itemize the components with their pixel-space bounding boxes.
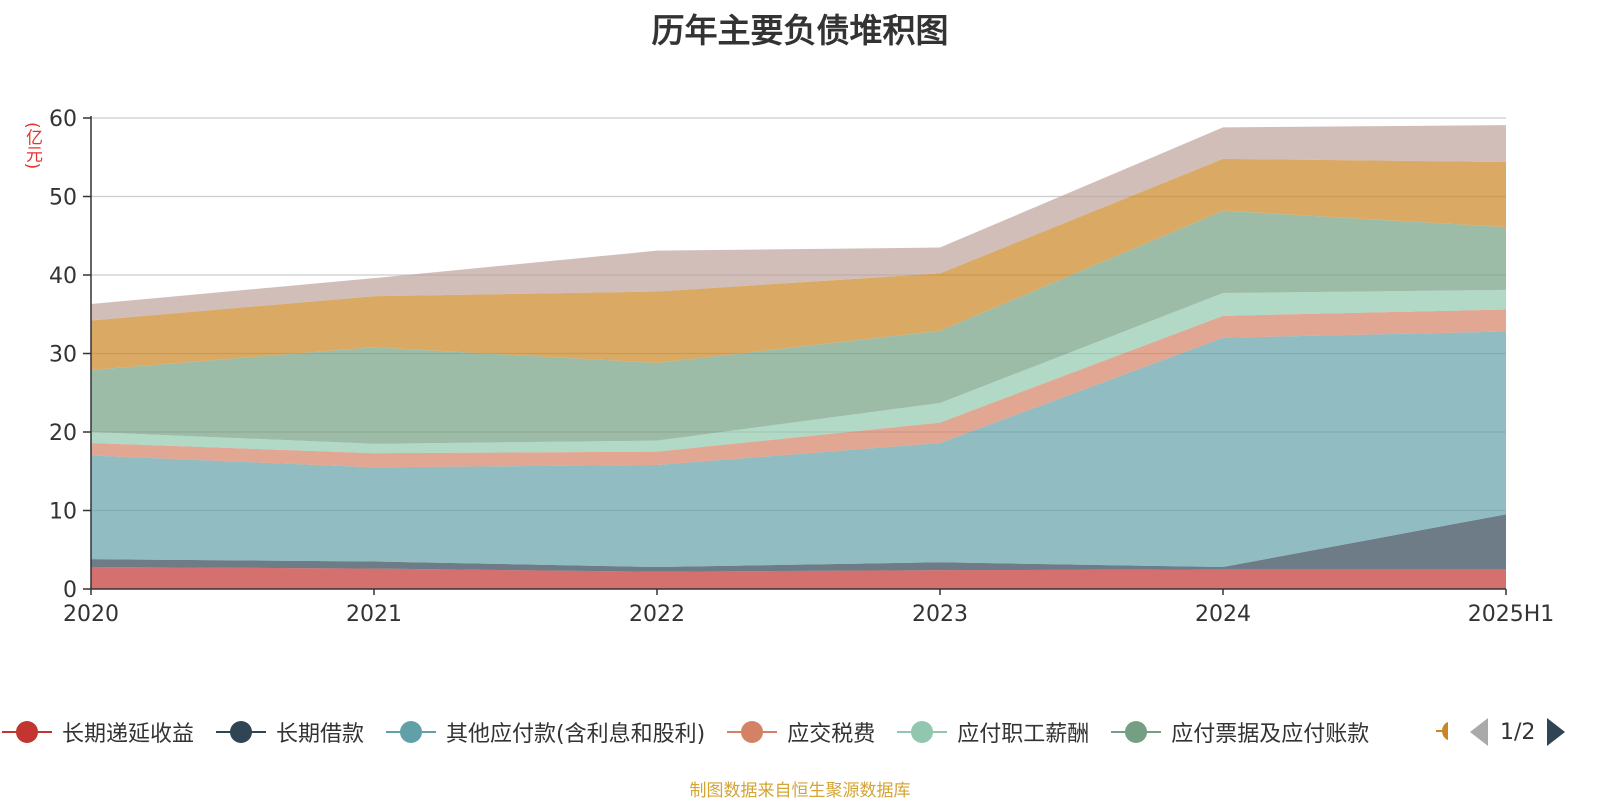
area-series-7 [91, 125, 1506, 321]
legend-label: 长期借款 [276, 722, 365, 747]
axes: 0 10 20 30 40 50 60 2020 2021 2022 2023 2024 2025H1 [49, 107, 1554, 627]
legend-dot [741, 721, 764, 743]
legend-swatch-5 [1111, 720, 1162, 744]
area-series-1 [91, 514, 1506, 572]
y-tick-label: 10 [49, 500, 77, 525]
y-tick-label: 40 [49, 264, 77, 289]
legend-item-0[interactable]: 长期递延收益 [2, 712, 194, 752]
legend-label: 其他应付款(含利息和股利) [446, 722, 706, 747]
chart-title: 历年主要负债堆积图 [651, 11, 949, 50]
y-axis-unit-label: (亿元) [22, 122, 42, 170]
x-tick-label: 2022 [629, 602, 685, 627]
x-tick-label: 2023 [912, 602, 968, 627]
area-series-6 [91, 158, 1506, 370]
legend-item-5[interactable]: 应付票据及应付账款 [1111, 712, 1369, 752]
area-series-4 [91, 289, 1506, 454]
legend-label: 应付职工薪酬 [957, 722, 1090, 747]
legend-swatch-2 [386, 720, 437, 744]
legend: 长期递延收益 长期借款 其他应付款(含利息和股利) 应交税费 应付职工薪酬 应付票据及应付… [0, 712, 1600, 752]
x-tick-label: 2020 [63, 602, 119, 627]
chevron-right-icon[interactable] [1547, 718, 1566, 746]
legend-swatch-4 [897, 720, 948, 744]
legend-dot [16, 721, 38, 743]
legend-dot [911, 721, 934, 743]
legend-item-partial[interactable] [1434, 719, 1448, 743]
legend-page-indicator: 1/2 [1500, 719, 1536, 745]
legend-pager: 1/2 [1470, 712, 1566, 752]
y-tick-label: 60 [49, 107, 77, 132]
legend-label: 应交税费 [787, 722, 876, 747]
stacked-area-chart: 0 10 20 30 40 50 60 2020 2021 2022 2023 2024 2025H1 [49, 107, 1554, 627]
area-series-5 [91, 210, 1506, 444]
x-tick-label: 2024 [1195, 602, 1251, 627]
area-series [91, 125, 1506, 589]
legend-label: 应付票据及应付账款 [1171, 722, 1370, 747]
legend-item-1[interactable]: 长期借款 [216, 712, 364, 752]
y-tick-label: 20 [49, 421, 77, 446]
legend-swatch-1 [216, 720, 267, 744]
legend-item-4[interactable]: 应付职工薪酬 [897, 712, 1089, 752]
legend-swatch-3 [727, 720, 778, 744]
legend-swatch-0 [2, 720, 52, 744]
area-series-2 [91, 331, 1506, 568]
source-note: 制图数据来自恒生聚源数据库 [689, 781, 911, 801]
y-tick-label: 0 [63, 578, 77, 603]
legend-dot [230, 721, 253, 743]
y-tick-label: 50 [49, 186, 77, 211]
area-series-3 [91, 309, 1506, 468]
legend-item-2[interactable]: 其他应付款(含利息和股利) [386, 712, 705, 752]
legend-dot [1125, 721, 1148, 743]
area-series-0 [91, 567, 1506, 589]
legend-label: 长期递延收益 [62, 722, 195, 747]
x-tick-label: 2021 [346, 602, 402, 627]
x-tick-label: 2025H1 [1468, 602, 1555, 627]
y-tick-label: 30 [49, 343, 77, 368]
chevron-left-icon[interactable] [1470, 718, 1488, 746]
legend-dot-partial [1442, 721, 1448, 741]
legend-dot [400, 721, 423, 743]
legend-item-3[interactable]: 应交税费 [727, 712, 875, 752]
